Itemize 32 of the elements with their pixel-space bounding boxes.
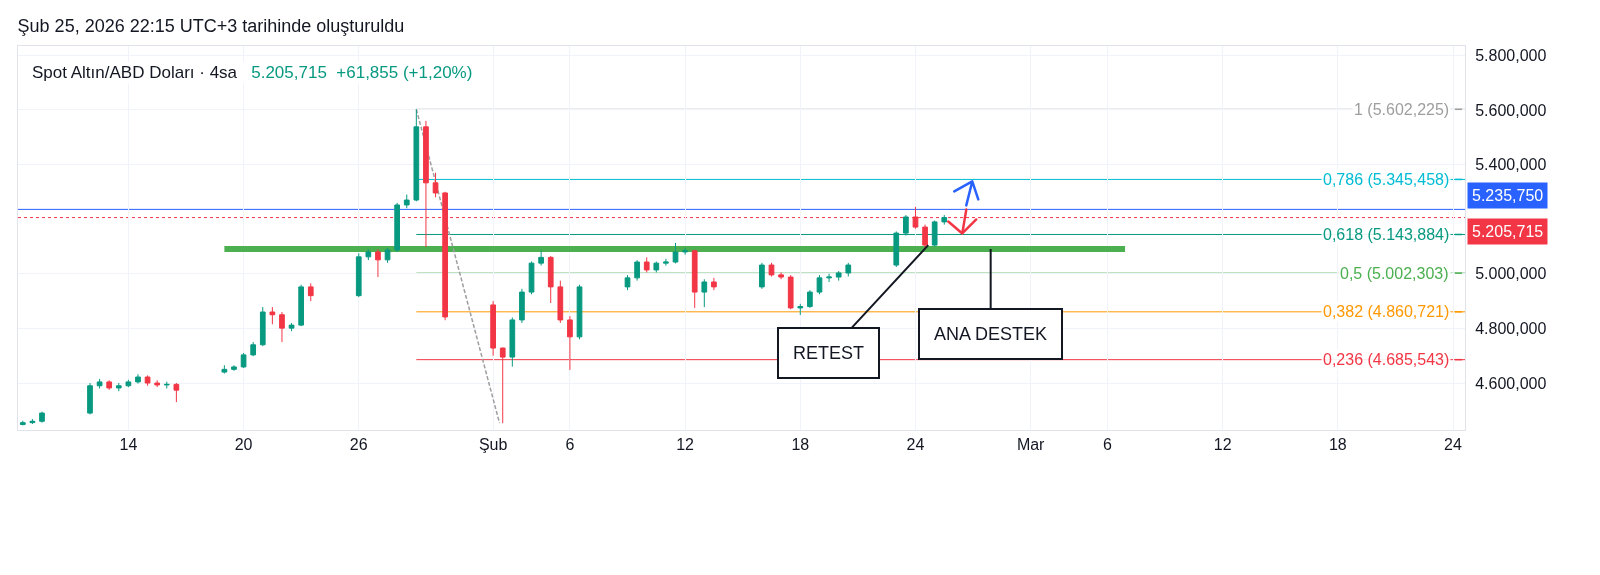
y-tick-label: 4.600,000 — [1475, 374, 1547, 392]
ref-line-label: 0,382 (4.860,721) — [1323, 303, 1450, 320]
x-tick-label: 12 — [676, 436, 695, 454]
x-tick-label: 18 — [1328, 436, 1347, 454]
x-tick-label: 24 — [1444, 436, 1462, 454]
y-tick-label: 5.000,000 — [1475, 265, 1547, 283]
ref-line-label: 1 (5.602,225) — [1354, 101, 1450, 118]
ref-line-label: 0,618 (5.143,884) — [1323, 226, 1450, 243]
x-tick-label: 6 — [565, 436, 575, 454]
ref-line-label: 0,5 (5.002,303) — [1340, 265, 1449, 282]
ref-line-label: 0,786 (5.345,458) — [1323, 171, 1450, 188]
ref-line-label: 0,236 (4.685,543) — [1323, 351, 1450, 368]
annotation: RETEST — [793, 343, 865, 363]
x-tick-label: Şub — [478, 436, 508, 454]
ref-line-label: 5.235,750 — [1472, 187, 1544, 204]
x-tick-label: 26 — [349, 436, 368, 454]
x-tick-label: 6 — [1103, 436, 1112, 454]
annotation: ANA DESTEK — [934, 324, 1048, 344]
y-tick-label: 5.800,000 — [1475, 46, 1547, 64]
y-tick-label: 5.600,000 — [1475, 101, 1547, 119]
x-tick-label: 12 — [1213, 436, 1232, 454]
chart-title: Şub 25, 2026 22:15 UTC+3 tarihinde oluşturuldu — [17, 16, 405, 37]
x-tick-label: 18 — [791, 436, 810, 454]
x-tick-label: 20 — [234, 436, 253, 454]
x-tick-label: 14 — [119, 436, 138, 454]
y-tick-label: 4.800,000 — [1475, 320, 1547, 337]
y-tick-label: 5.400,000 — [1475, 156, 1547, 174]
text: Spot Altın/ABD Doları · 4sa — [32, 63, 238, 82]
ref-line-label: 5.205,715 — [1472, 223, 1544, 240]
x-tick-label: Mar — [1016, 436, 1046, 454]
annotation: 5.205,715 +61,855 (+1,20%) — [251, 63, 473, 82]
x-tick-label: 24 — [906, 436, 925, 454]
